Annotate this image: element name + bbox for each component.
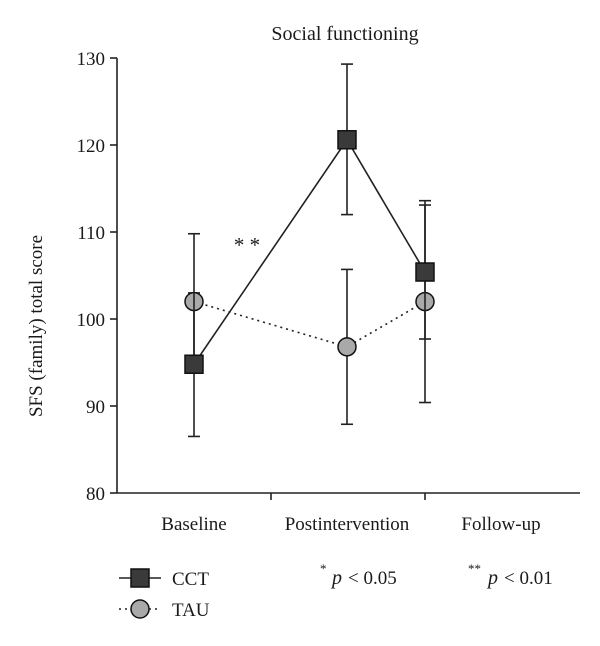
y-tick-label: 100 xyxy=(77,310,106,331)
legend-item-cct: CCT xyxy=(119,568,209,590)
significance-threshold: < 0.01 xyxy=(504,568,553,589)
data-point-square xyxy=(184,354,204,374)
series-group xyxy=(184,63,435,438)
legend-marker-square xyxy=(130,568,150,588)
legend-item-tau: TAU xyxy=(119,599,210,621)
series-line xyxy=(193,300,426,348)
y-tick-label: 130 xyxy=(77,49,106,70)
significance-legend: * p < 0.05 ** p < 0.01 xyxy=(320,561,553,589)
y-axis-label: SFS (family) total score xyxy=(26,235,47,417)
y-tick-label: 90 xyxy=(86,397,105,418)
legend-label: CCT xyxy=(172,569,209,590)
x-tick-label: Follow-up xyxy=(461,514,540,535)
legend: CCT TAU xyxy=(119,568,210,621)
significance-stars: * xyxy=(320,561,327,576)
y-tick-label: 80 xyxy=(86,484,105,505)
y-tick-label: 110 xyxy=(77,223,105,244)
significance-threshold: < 0.05 xyxy=(348,568,397,589)
error-bar xyxy=(188,232,200,438)
series-tau xyxy=(184,204,435,426)
significance-p: p xyxy=(330,567,342,589)
x-tick-label: Baseline xyxy=(161,514,226,535)
significance-legend-item: ** p < 0.01 xyxy=(468,561,553,589)
significance-stars: ** xyxy=(468,561,481,576)
significance-annotation: * * xyxy=(234,233,260,257)
legend-marker-circle xyxy=(130,599,150,619)
significance-legend-item: * p < 0.05 xyxy=(320,561,397,589)
data-point-square xyxy=(337,130,357,150)
y-tick-label: 120 xyxy=(77,136,106,157)
axes xyxy=(116,58,580,494)
series-cct xyxy=(184,63,435,438)
y-ticks: 80 90 100 110 120 130 xyxy=(77,49,117,505)
legend-label: TAU xyxy=(172,600,210,621)
data-point-square xyxy=(415,262,435,282)
data-point-circle xyxy=(337,337,357,357)
series-line xyxy=(193,138,426,365)
x-tick-label: Postintervention xyxy=(285,514,410,535)
significance-p: p xyxy=(486,567,498,589)
x-ticks: Baseline Postintervention Follow-up xyxy=(161,493,541,535)
chart-title: Social functioning xyxy=(271,23,418,45)
annotations: * * xyxy=(234,233,260,257)
